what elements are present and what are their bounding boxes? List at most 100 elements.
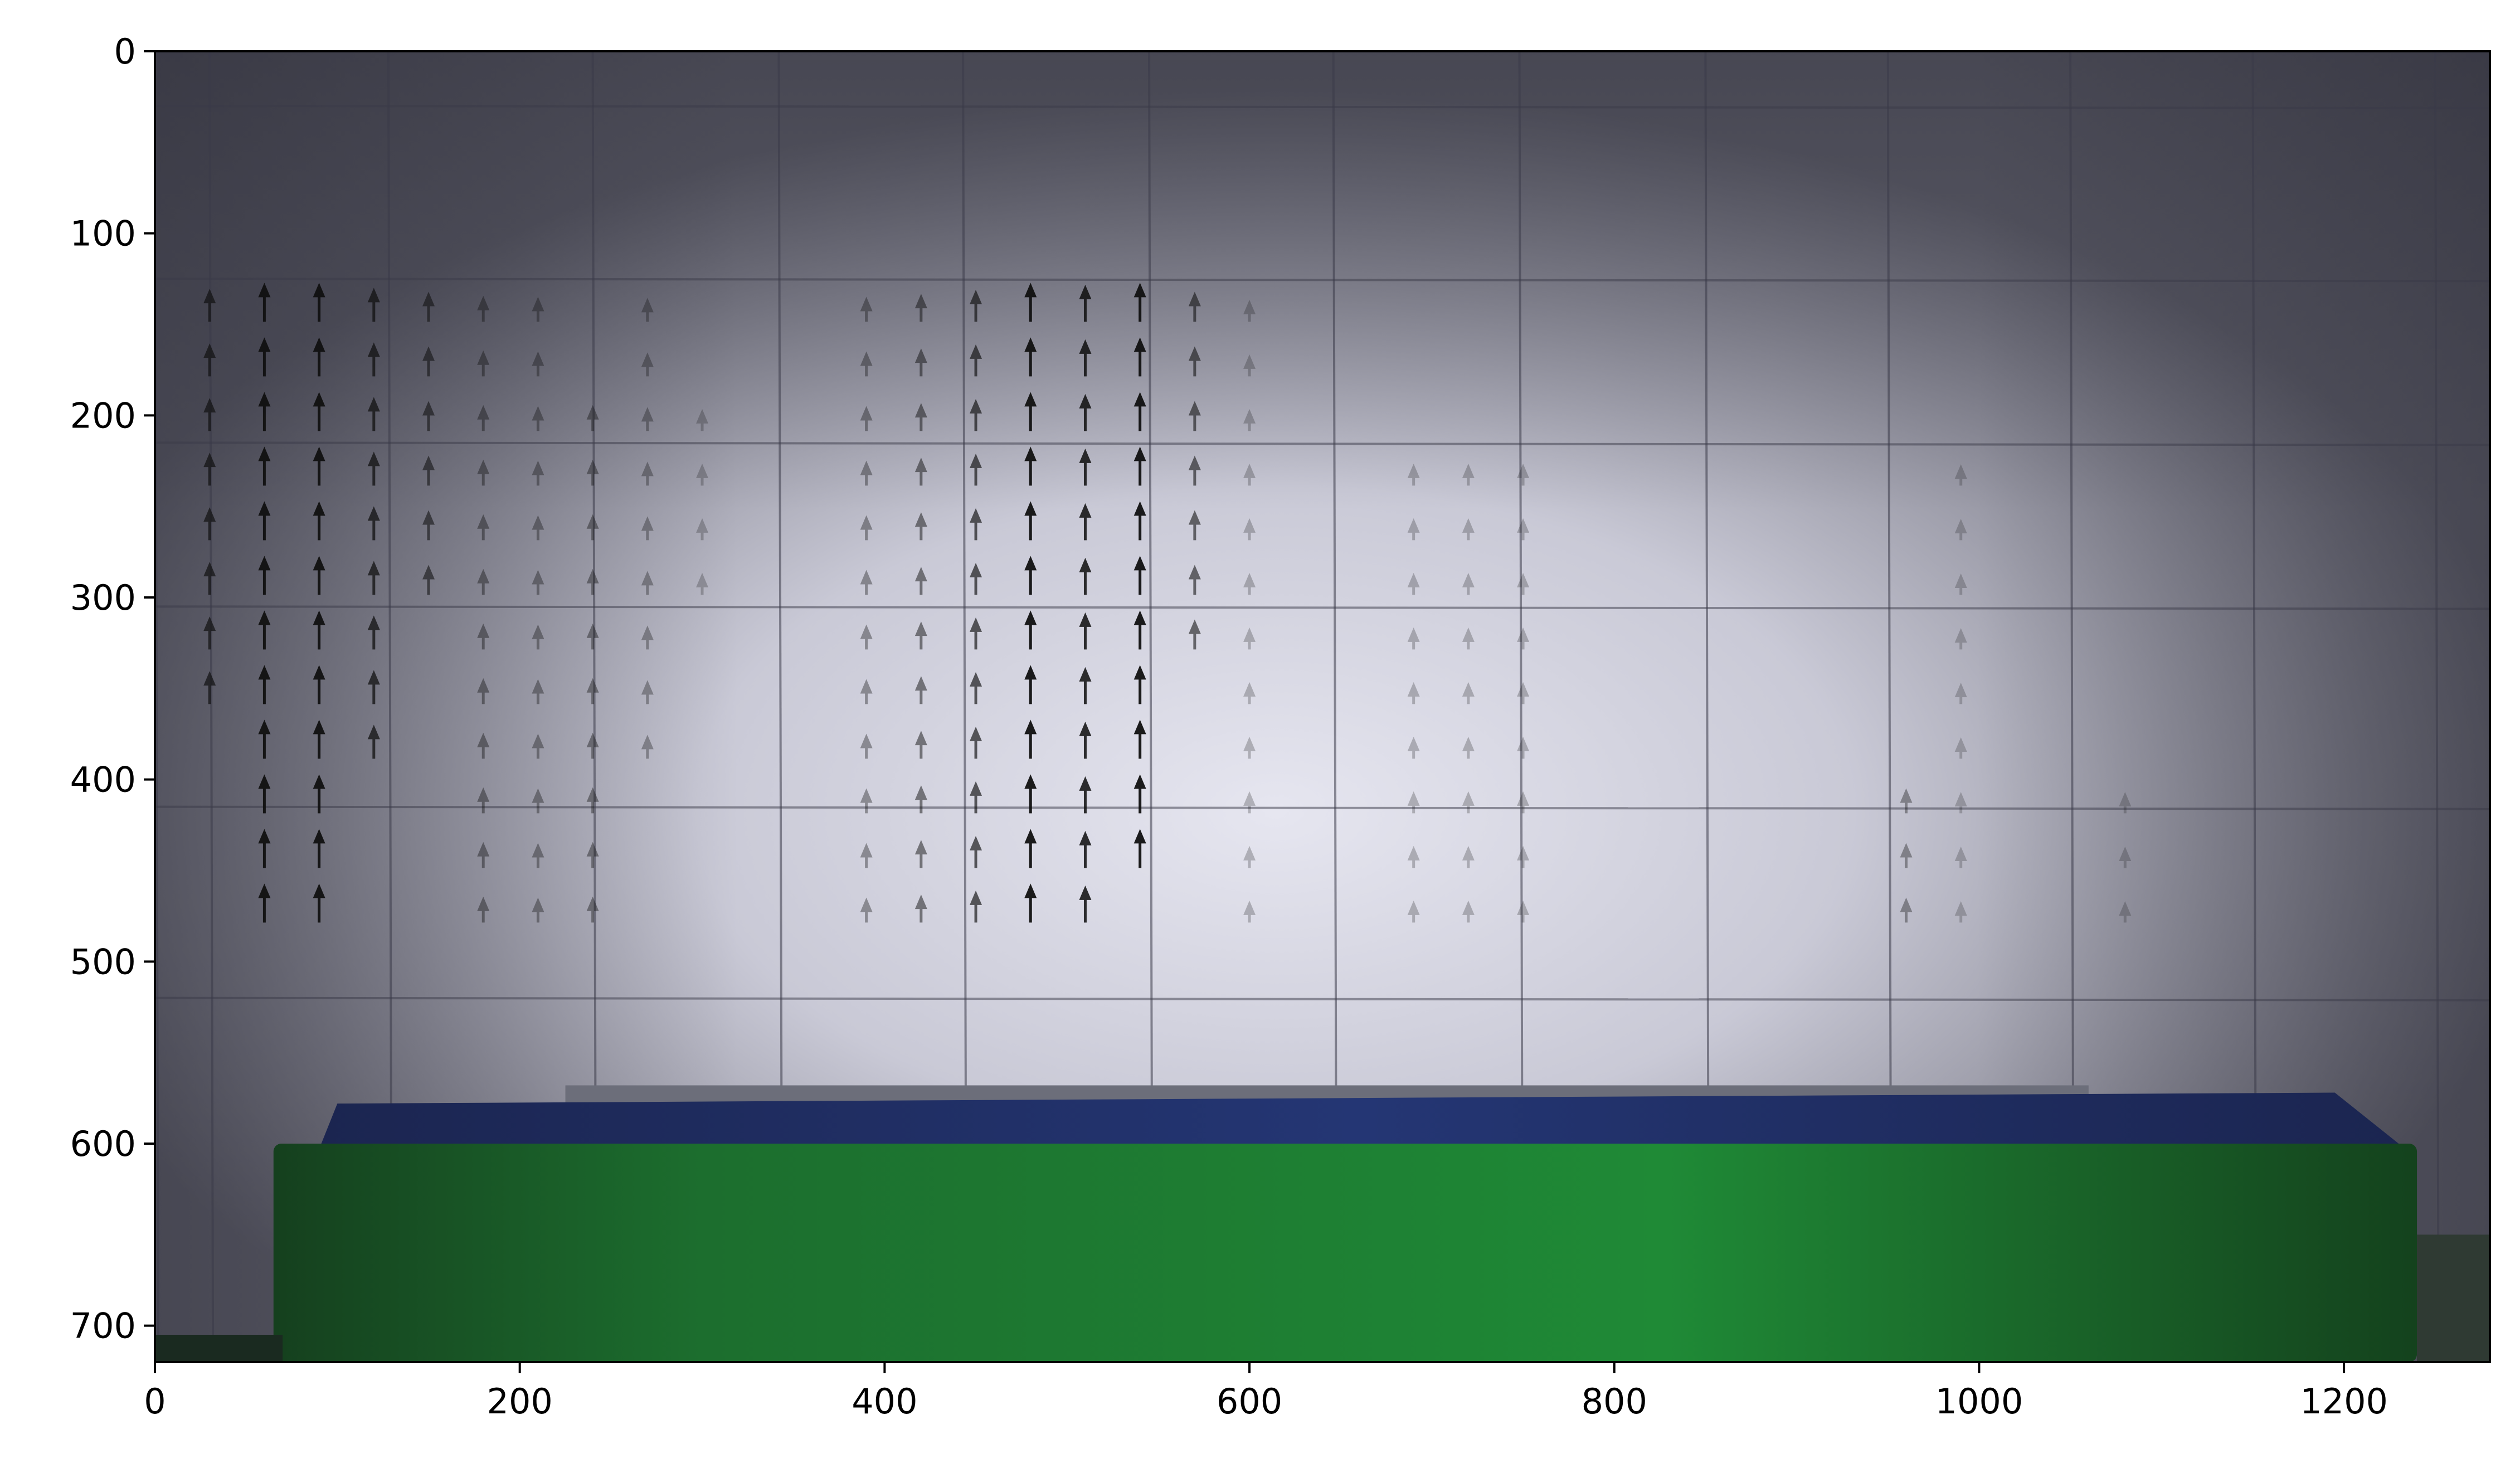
velocity-arrow [1024,665,1037,704]
velocity-arrow [641,571,654,595]
velocity-arrow [258,501,271,541]
x-tick-label: 800 [1582,1381,1647,1422]
velocity-arrow [1133,283,1146,322]
velocity-arrow [1517,900,1530,923]
velocity-arrow [1462,463,1475,486]
velocity-arrow [477,459,490,486]
velocity-arrow [1954,901,1967,923]
green-tank [155,1085,2490,1362]
velocity-arrow [1517,682,1530,704]
y-tick-label: 500 [70,941,136,982]
velocity-arrow [1462,736,1475,759]
velocity-arrow [1188,401,1201,431]
velocity-arrow [1517,845,1530,868]
velocity-arrow [1188,619,1201,650]
velocity-arrow [367,561,380,595]
velocity-arrow [1079,830,1092,868]
grid-line-horizontal [155,278,2490,283]
velocity-arrow [586,623,599,650]
y-axis: 0 100 200 300 400 500 600 700 [70,31,155,1346]
velocity-arrow [1900,788,1913,814]
y-tick-label: 300 [70,577,136,618]
velocity-arrow [586,568,599,595]
velocity-arrow [970,781,982,814]
velocity-arrow [313,883,325,923]
velocity-arrow [1462,518,1475,541]
velocity-arrow [1024,720,1037,759]
velocity-arrow [2119,847,2132,868]
tank-shadow-right [2417,1234,2490,1362]
velocity-arrow [860,897,873,923]
x-tick-label: 600 [1217,1381,1282,1422]
velocity-arrow [1900,843,1913,868]
velocity-arrow [1079,667,1092,704]
velocity-arrow [532,351,544,377]
velocity-arrow [1188,291,1201,322]
velocity-arrow [1079,503,1092,541]
velocity-arrow [1900,897,1913,923]
grid-line-horizontal [155,605,2490,610]
velocity-arrow [1079,721,1092,759]
velocity-arrow [477,295,490,322]
velocity-arrow [1462,627,1475,650]
velocity-arrow [1407,682,1420,704]
velocity-arrow [367,506,380,541]
velocity-arrow [970,672,982,704]
velocity-arrow [586,787,599,814]
y-tick-label: 200 [70,395,136,436]
y-tick-label: 0 [114,31,136,72]
tank-shadow-left [155,1335,283,1362]
velocity-arrow [367,725,380,759]
velocity-arrow [586,842,599,868]
velocity-arrow [860,351,873,377]
velocity-arrow [1517,736,1530,759]
velocity-arrow [477,842,490,868]
velocity-arrow [1079,557,1092,595]
velocity-arrow [1079,393,1092,431]
x-axis: 0 200 400 600 800 1000 1200 [144,1362,2388,1422]
velocity-arrow [860,406,873,431]
velocity-arrow [203,398,216,431]
velocity-arrow [970,289,982,322]
velocity-arrow [367,288,380,322]
velocity-arrow [313,610,325,650]
velocity-arrow [914,512,927,541]
velocity-arrow [914,731,927,759]
velocity-arrow [532,515,544,541]
grid-line-vertical [208,51,215,1362]
velocity-arrow [1954,792,1967,814]
velocity-arrow [1024,392,1037,431]
velocity-arrow [532,624,544,650]
velocity-arrow [422,510,435,541]
plot-area [155,51,2490,1362]
velocity-arrow [367,397,380,431]
velocity-arrow [313,501,325,541]
velocity-arrow [641,352,654,377]
velocity-arrow [1243,409,1256,431]
velocity-arrow [477,678,490,704]
velocity-arrow [203,671,216,704]
velocity-arrow [313,665,325,704]
velocity-arrow [313,829,325,868]
velocity-arrow [1243,572,1256,595]
velocity-arrow [1024,556,1037,595]
velocity-arrow [860,296,873,322]
velocity-arrow [1243,354,1256,377]
velocity-arrow [532,406,544,431]
velocity-arrow [1024,283,1037,322]
velocity-arrow [1407,736,1420,759]
velocity-arrow [1954,737,1967,759]
velocity-arrow [641,625,654,650]
velocity-arrow [258,774,271,814]
velocity-arrow [422,401,435,431]
velocity-arrow [532,843,544,868]
velocity-arrow [696,572,709,595]
grid-line-horizontal [155,996,2490,1002]
x-tick-label: 0 [144,1381,166,1422]
velocity-arrow [258,610,271,650]
velocity-arrow [1024,446,1037,486]
grid-line-horizontal [155,105,2490,109]
velocity-arrow [1243,627,1256,650]
velocity-arrow [313,774,325,814]
